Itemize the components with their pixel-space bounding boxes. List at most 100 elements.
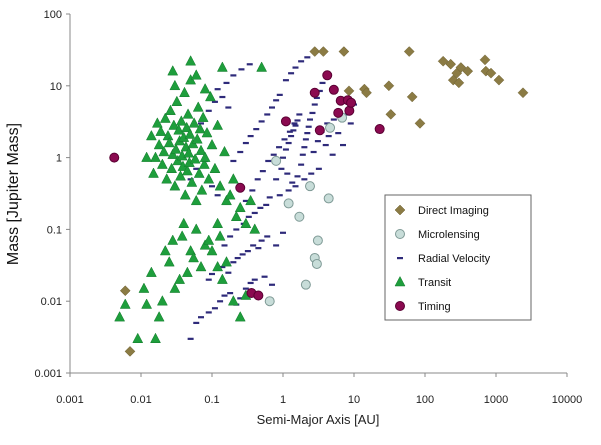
- transit-point: [161, 173, 173, 184]
- radial-velocity-point: [322, 143, 329, 147]
- radial-velocity-point: [278, 167, 285, 170]
- x-tick-label: 0.001: [56, 394, 84, 406]
- direct-imaging-point: [493, 74, 505, 86]
- radial-velocity-point: [308, 172, 315, 175]
- radial-velocity-point: [285, 189, 292, 192]
- transit-point: [206, 138, 218, 150]
- data-points: [109, 46, 529, 357]
- radial-velocity-point: [209, 185, 215, 188]
- legend-label-direct-imaging: Direct Imaging: [418, 205, 489, 217]
- x-tick-label: 1: [280, 394, 286, 406]
- transit-point: [168, 119, 180, 130]
- radial-velocity-point: [282, 79, 289, 82]
- radial-velocity-point: [242, 199, 249, 203]
- transit-point: [145, 266, 157, 277]
- transit-point: [179, 189, 191, 200]
- timing-point: [235, 182, 246, 193]
- radial-velocity-point: [284, 172, 291, 175]
- direct-imaging-point: [403, 46, 415, 57]
- transit-point: [153, 138, 165, 150]
- radial-velocity-point: [347, 122, 354, 125]
- radial-velocity-point: [258, 239, 265, 242]
- transit-point: [173, 124, 185, 135]
- radial-velocity-point: [281, 138, 288, 141]
- transit-point: [156, 295, 168, 306]
- direct-imaging-point: [317, 46, 329, 57]
- radial-velocity-point: [259, 170, 266, 173]
- microlensing-point: [283, 198, 294, 209]
- radial-velocity-point: [221, 294, 228, 297]
- radial-velocity-point: [273, 99, 280, 102]
- radial-velocity-point: [217, 300, 224, 303]
- transit-point: [163, 256, 175, 267]
- y-tick-label: 1: [56, 153, 62, 165]
- radial-velocity-point: [198, 122, 205, 125]
- transit-point: [206, 244, 218, 256]
- legend: Direct Imaging Microlensing Radial Velocit…: [384, 194, 532, 321]
- radial-velocity-point: [247, 281, 254, 285]
- x-tick-label: 10000: [552, 394, 583, 406]
- direct-imaging-point: [479, 54, 491, 66]
- radial-velocity-point: [325, 134, 332, 138]
- radial-velocity-point: [316, 89, 323, 93]
- transit-point: [158, 145, 170, 157]
- radial-velocity-point: [292, 124, 299, 127]
- microlensing-point: [264, 296, 275, 307]
- radial-velocity-point: [234, 256, 241, 260]
- transit-point: [183, 147, 195, 158]
- radial-velocity-point: [230, 74, 237, 77]
- transit-point: [132, 332, 144, 343]
- radial-velocity-point: [245, 215, 252, 218]
- transit-point: [170, 143, 182, 154]
- x-axis-title: Semi-Major Axis [AU]: [257, 412, 380, 427]
- transit-point: [195, 144, 207, 155]
- radial-velocity-point: [269, 106, 276, 109]
- direct-imaging-point: [385, 109, 397, 120]
- direct-imaging-point: [124, 346, 136, 357]
- y-axis-title: Mass [Jupiter Mass]: [5, 123, 22, 265]
- radial-velocity-point: [249, 189, 256, 192]
- radial-velocity-point: [282, 148, 289, 151]
- transit-point: [189, 153, 201, 164]
- legend-box: [384, 194, 532, 321]
- x-tick-label: 10: [348, 394, 360, 406]
- transit-point: [186, 176, 198, 187]
- radial-velocity-point: [242, 141, 249, 145]
- radial-velocity-point: [294, 175, 301, 178]
- transit-point: [185, 55, 197, 66]
- timing-point: [346, 97, 357, 108]
- transit-point: [179, 86, 190, 98]
- transit-point: [150, 332, 161, 343]
- transit-point: [249, 223, 261, 234]
- radial-velocity-point: [273, 178, 280, 181]
- radial-velocity-point: [269, 283, 276, 286]
- microlensing-point: [271, 155, 282, 166]
- microlensing-point: [325, 122, 336, 133]
- tick-labels: 0.001 0.01 0.1 1 10 100 1000 10000 100 10 1 0.1 0.01…: [34, 9, 582, 406]
- radial-velocity-point: [214, 194, 221, 197]
- radial-velocity-point: [193, 167, 200, 170]
- direct-imaging-point: [455, 62, 467, 73]
- transit-point: [227, 295, 239, 306]
- axes: [69, 14, 567, 374]
- direct-imaging-point: [414, 117, 426, 129]
- transit-point: [184, 128, 196, 139]
- radial-velocity-point: [230, 159, 237, 163]
- direct-imaging-point: [453, 77, 465, 89]
- radial-velocity-point: [264, 235, 271, 238]
- timing-point: [314, 125, 325, 136]
- transit-point: [205, 90, 216, 102]
- transit-point: [191, 133, 203, 144]
- radial-velocity-point: [288, 72, 295, 75]
- transit-point: [198, 158, 210, 169]
- transit-point: [196, 184, 208, 195]
- radial-velocity-point: [319, 81, 326, 85]
- radial-velocity-point: [304, 56, 311, 59]
- transit-point: [181, 164, 193, 176]
- microlensing-point: [300, 279, 311, 290]
- radial-velocity-point: [310, 150, 317, 154]
- radial-velocity-point: [239, 253, 246, 256]
- radial-velocity-point: [225, 271, 232, 274]
- radial-velocity-point: [257, 206, 264, 209]
- radial-velocity-point: [289, 181, 296, 184]
